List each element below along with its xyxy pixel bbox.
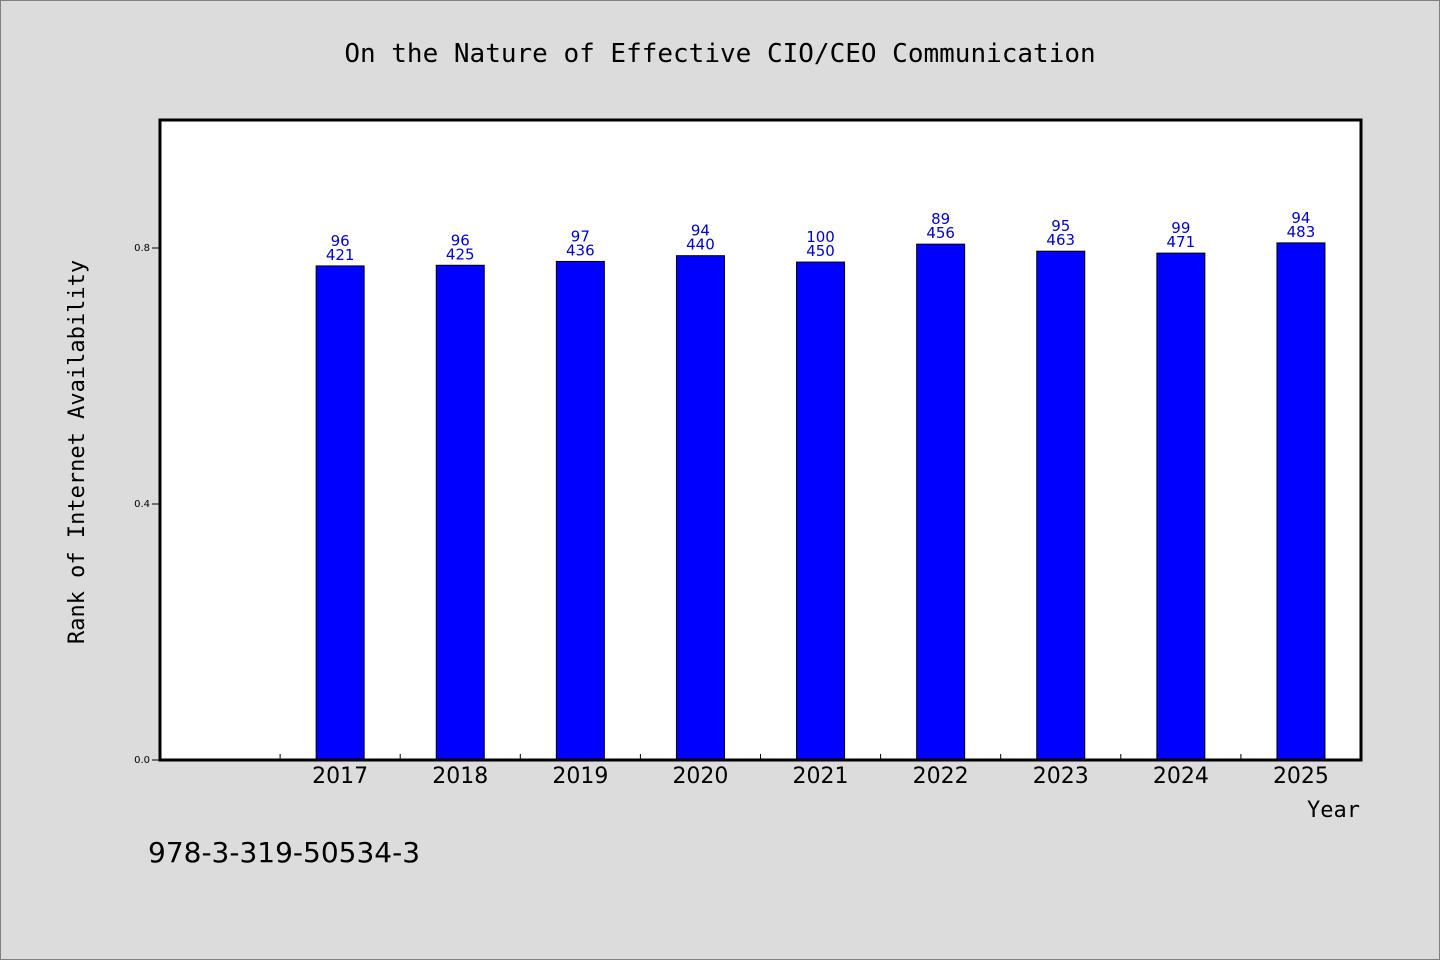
- bar-2020: [675, 255, 725, 761]
- bar-label-bottom: 450: [806, 242, 835, 260]
- bar-2024: [1156, 252, 1206, 761]
- isbn-label: 978-3-319-50534-3: [148, 836, 420, 869]
- bar-label-bottom: 421: [326, 246, 355, 264]
- x-tick-label: 2019: [552, 764, 608, 789]
- plot-frame: [158, 118, 1363, 762]
- y-tick-label: 0.8: [134, 243, 150, 254]
- bar-label-top: 89: [931, 210, 950, 228]
- bar-2017: [315, 265, 365, 761]
- bars: [315, 242, 1326, 761]
- x-tick-label: 2022: [913, 764, 969, 789]
- bar-label-top: 94: [691, 222, 710, 240]
- y-axis-ticks: 0.0 0.4 0.8: [134, 243, 160, 766]
- x-tick-label: 2023: [1033, 764, 1089, 789]
- bar-label-top: 94: [1291, 209, 1310, 227]
- bar-2018: [435, 264, 485, 761]
- bar-2022: [916, 243, 966, 761]
- bar-2019: [555, 260, 605, 761]
- bar-label-top: 99: [1171, 219, 1190, 237]
- y-axis-label: Rank of Internet Availability: [65, 260, 90, 644]
- bar-label-bottom: 425: [446, 245, 475, 263]
- bar-label-bottom: 483: [1287, 223, 1316, 241]
- y-tick-label: 0.0: [134, 755, 150, 766]
- bar-label-top: 95: [1051, 217, 1070, 235]
- x-tick-label: 2021: [793, 764, 849, 789]
- bar-2021: [796, 261, 846, 761]
- bar-label-top: 96: [331, 232, 350, 250]
- x-axis-label: Year: [1307, 798, 1360, 823]
- bar-label-top: 96: [451, 231, 470, 249]
- x-tick-label: 2020: [672, 764, 728, 789]
- chart-title: On the Nature of Effective CIO/CEO Commu…: [344, 39, 1095, 69]
- bar-label-bottom: 436: [566, 241, 595, 259]
- bar-label-bottom: 463: [1046, 231, 1075, 249]
- bar-label-top: 100: [806, 228, 835, 246]
- bar-label-bottom: 471: [1167, 233, 1196, 251]
- bar-label-bottom: 456: [926, 224, 955, 242]
- bar-label-bottom: 440: [686, 236, 715, 254]
- x-tick-label: 2025: [1273, 764, 1329, 789]
- y-tick-label: 0.4: [134, 499, 150, 510]
- bar-2023: [1036, 250, 1086, 761]
- x-tick-label: 2024: [1153, 764, 1209, 789]
- x-axis-ticks: 2017 2018 2019 2020 2021 2022 2023 2024 2025: [279, 754, 1362, 789]
- bar-label-top: 97: [571, 227, 590, 245]
- bar-2025: [1276, 242, 1326, 761]
- x-tick-label: 2018: [432, 764, 488, 789]
- x-tick-label: 2017: [312, 764, 368, 789]
